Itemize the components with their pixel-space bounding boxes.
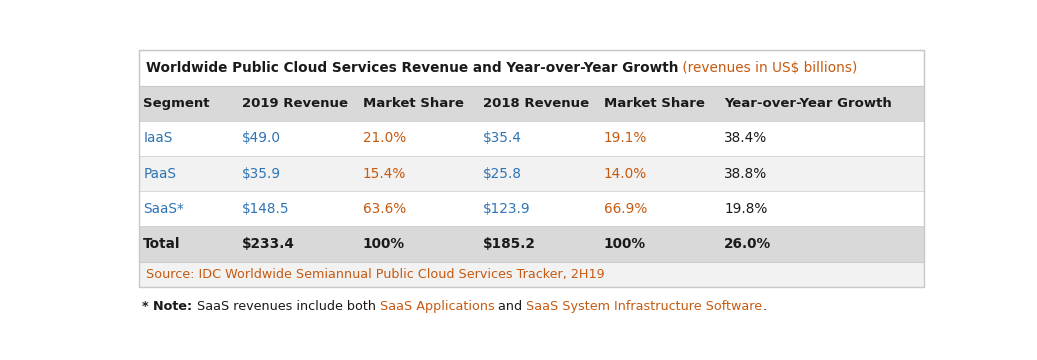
Text: 19.8%: 19.8% (724, 202, 767, 216)
Text: SaaS Applications: SaaS Applications (380, 300, 495, 313)
Text: Source: IDC Worldwide Semiannual Public Cloud Services Tracker, 2H19: Source: IDC Worldwide Semiannual Public … (145, 268, 605, 281)
Text: * Note:: * Note: (142, 300, 193, 313)
Text: SaaS System Infrastructure Software: SaaS System Infrastructure Software (527, 300, 762, 313)
Text: 2019 Revenue: 2019 Revenue (243, 97, 348, 110)
Bar (139, 121, 924, 156)
Text: 38.4%: 38.4% (724, 131, 767, 145)
Text: 14.0%: 14.0% (604, 167, 647, 181)
Text: 63.6%: 63.6% (363, 202, 405, 216)
Text: $123.9: $123.9 (483, 202, 531, 216)
Text: $233.4: $233.4 (243, 237, 295, 251)
Text: Market Share: Market Share (604, 97, 705, 110)
Text: SaaS revenues include both: SaaS revenues include both (193, 300, 380, 313)
Bar (139, 191, 924, 226)
Text: $148.5: $148.5 (243, 202, 289, 216)
Text: $35.4: $35.4 (483, 131, 523, 145)
Bar (139, 262, 924, 287)
Text: .: . (762, 300, 766, 313)
Text: Market Share: Market Share (363, 97, 464, 110)
Text: Worldwide Public Cloud Services Revenue and Year-over-Year Growth: Worldwide Public Cloud Services Revenue … (145, 61, 678, 75)
Text: PaaS: PaaS (143, 167, 176, 181)
Text: 100%: 100% (604, 237, 646, 251)
Bar (139, 50, 924, 86)
Bar (139, 50, 924, 287)
Text: Segment: Segment (143, 97, 209, 110)
Text: 15.4%: 15.4% (363, 167, 407, 181)
Text: $35.9: $35.9 (243, 167, 281, 181)
Text: 21.0%: 21.0% (363, 131, 405, 145)
Text: $25.8: $25.8 (483, 167, 523, 181)
Text: 19.1%: 19.1% (604, 131, 647, 145)
Text: $49.0: $49.0 (243, 131, 281, 145)
Text: 66.9%: 66.9% (604, 202, 647, 216)
Text: IaaS: IaaS (143, 131, 173, 145)
Text: (revenues in US$ billions): (revenues in US$ billions) (678, 61, 858, 75)
Text: SaaS*: SaaS* (143, 202, 184, 216)
Bar (139, 156, 924, 191)
Text: 26.0%: 26.0% (724, 237, 772, 251)
Text: Year-over-Year Growth: Year-over-Year Growth (724, 97, 892, 110)
Text: Total: Total (143, 237, 180, 251)
Bar (139, 226, 924, 262)
Text: 2018 Revenue: 2018 Revenue (483, 97, 589, 110)
Text: and: and (495, 300, 527, 313)
Text: $185.2: $185.2 (483, 237, 536, 251)
Text: 100%: 100% (363, 237, 404, 251)
Bar (139, 86, 924, 121)
Text: 38.8%: 38.8% (724, 167, 767, 181)
